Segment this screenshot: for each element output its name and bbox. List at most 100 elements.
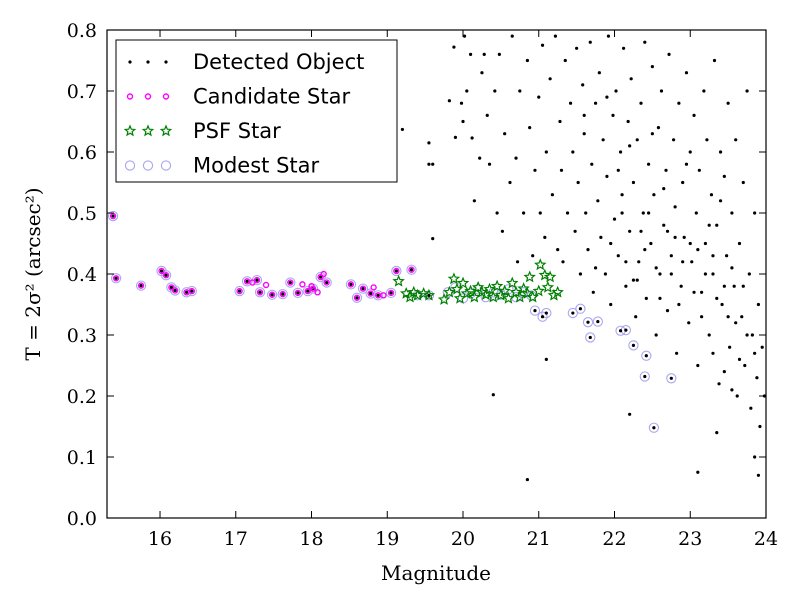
legend-marker-modest-star xyxy=(160,160,172,171)
detected-object-point xyxy=(500,229,504,233)
detected-object-point xyxy=(296,291,300,295)
modest-star-point xyxy=(639,371,650,382)
detected-object-point xyxy=(573,229,577,233)
candidate-star-point xyxy=(188,287,196,295)
detected-object-point xyxy=(478,156,482,160)
detected-object-point xyxy=(361,287,365,291)
detected-object-point xyxy=(522,211,526,215)
detected-object-point xyxy=(616,168,620,172)
candidate-star-point xyxy=(304,287,311,295)
detected-object-point xyxy=(550,193,554,197)
x-tick-label: 16 xyxy=(148,528,172,550)
detected-object-point xyxy=(544,311,548,315)
candidate-star-point xyxy=(314,289,321,296)
detected-object-point xyxy=(184,290,189,294)
detected-object-point xyxy=(725,254,729,258)
detected-object-point xyxy=(717,382,721,386)
candidate-star-point xyxy=(162,272,170,279)
detected-object-point xyxy=(452,45,456,49)
modest-star-point xyxy=(592,316,603,327)
psf-star-point xyxy=(450,282,464,295)
modest-star-point xyxy=(357,283,369,294)
x-tick-label: 24 xyxy=(754,528,778,550)
detected-object-point xyxy=(631,180,636,185)
modest-star-point xyxy=(385,287,397,299)
psf-star-point xyxy=(460,286,474,299)
detected-object-point xyxy=(705,138,709,142)
detected-object-point xyxy=(745,89,749,93)
detected-object-point xyxy=(533,168,537,172)
modest-star-point xyxy=(292,287,304,299)
detected-object-point xyxy=(758,424,762,429)
detected-object-point xyxy=(637,260,641,264)
detected-object-point xyxy=(258,290,262,294)
detected-object-point xyxy=(635,278,639,282)
detected-object-point xyxy=(544,150,548,154)
psf-star-point xyxy=(551,285,564,298)
modest-star-point xyxy=(285,277,296,288)
detected-object-point xyxy=(696,248,700,252)
detected-object-point xyxy=(682,235,686,239)
detected-object-point xyxy=(540,43,545,47)
detected-object-point xyxy=(578,307,583,311)
detected-object-point xyxy=(750,333,754,337)
detected-object-point xyxy=(735,394,739,398)
psf-star-point xyxy=(509,285,523,298)
detected-object-point xyxy=(644,296,648,300)
psf-star-point xyxy=(417,286,430,299)
detected-object-point xyxy=(643,40,647,44)
detected-object-point xyxy=(497,52,501,57)
detected-object-point xyxy=(639,229,643,233)
legend-marker-modest-star xyxy=(124,160,136,171)
legend-box xyxy=(115,39,398,183)
modest-star-point xyxy=(585,332,596,343)
psf-star-point xyxy=(513,290,527,303)
detected-object-point xyxy=(697,168,701,172)
detected-object-point xyxy=(745,333,749,337)
detected-object-point xyxy=(650,132,654,136)
psf-star-point xyxy=(543,270,557,283)
y-tick-label: 0.3 xyxy=(67,325,97,347)
psf-star-point xyxy=(456,276,470,289)
psf-star-point xyxy=(443,285,456,298)
detected-object-point xyxy=(582,132,586,136)
candidate-star-point xyxy=(408,266,415,273)
psf-star-point xyxy=(437,293,451,305)
detected-object-point xyxy=(732,284,736,288)
x-tick-label: 20 xyxy=(451,528,475,550)
detected-object-point xyxy=(652,426,656,430)
detected-object-point xyxy=(734,138,738,142)
candidate-star-point xyxy=(236,287,243,295)
detected-object-point xyxy=(173,288,177,293)
detected-object-point xyxy=(470,136,474,140)
detected-object-point xyxy=(753,455,757,459)
detected-object-point xyxy=(559,168,564,172)
detected-object-point xyxy=(612,217,617,221)
psf-star-point xyxy=(403,290,417,303)
detected-object-point xyxy=(525,477,529,482)
detected-object-point xyxy=(753,211,757,215)
modest-star-point xyxy=(107,210,119,222)
detected-object-point xyxy=(703,272,708,276)
legend-label-candidate-star: Candidate Star xyxy=(193,85,350,109)
detected-object-point xyxy=(692,113,696,117)
legend-marker-psf-star xyxy=(141,124,155,137)
detected-object-point xyxy=(605,174,609,178)
detected-object-point xyxy=(568,101,573,105)
detected-object-point xyxy=(722,370,726,374)
y-tick-label: 0.0 xyxy=(67,508,97,530)
detected-object-point xyxy=(624,328,628,332)
modest-star-point xyxy=(277,288,288,300)
detected-object-point xyxy=(349,282,353,286)
detected-object-point xyxy=(581,83,585,87)
detected-object-point xyxy=(565,211,570,215)
detected-object-point xyxy=(726,315,730,319)
modest-star-point xyxy=(567,307,578,319)
detected-object-point xyxy=(726,101,730,105)
detected-object-point xyxy=(482,52,486,57)
detected-object-point xyxy=(487,162,492,166)
psf-star-point xyxy=(490,279,504,292)
detected-object-point xyxy=(556,248,560,252)
psf-star-point xyxy=(502,291,515,304)
detected-object-point xyxy=(485,113,489,117)
